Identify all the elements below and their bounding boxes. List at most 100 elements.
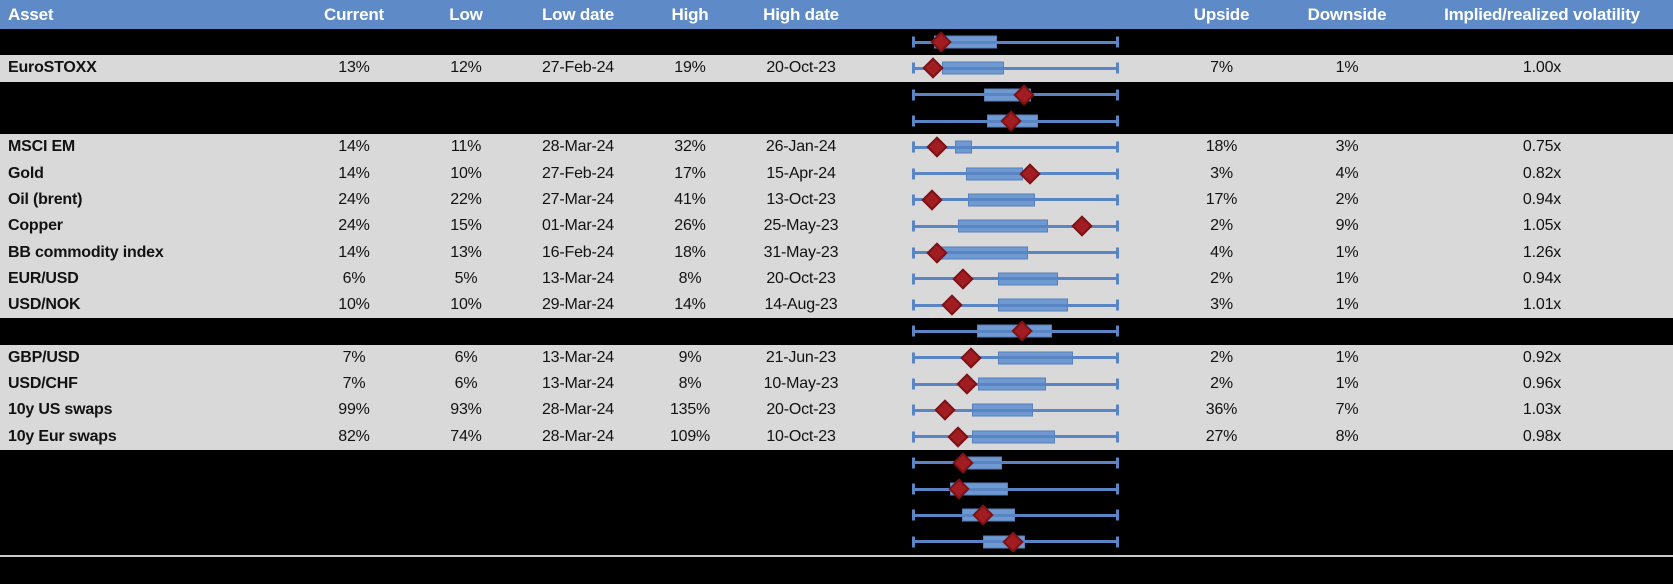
cell-low-date[interactable]: 28-Mar-24 — [541, 138, 614, 156]
col-header-asset[interactable]: Asset — [8, 4, 54, 24]
cell-downside[interactable]: 1% — [1335, 375, 1359, 392]
cell-high[interactable]: 14% — [674, 296, 706, 314]
cell-current[interactable]: 14% — [338, 243, 370, 261]
cell-downside[interactable]: 1% — [1335, 348, 1359, 366]
cell-current[interactable]: 7% — [342, 375, 366, 392]
cell-low-date[interactable]: 28-Mar-24 — [541, 427, 614, 445]
cell-current[interactable]: 14% — [338, 164, 370, 182]
cell-iv-rv[interactable]: 1.00x — [1522, 59, 1562, 77]
cell-current[interactable] — [290, 476, 418, 502]
cell-downside[interactable]: 4% — [1335, 164, 1359, 182]
cell-iv-rv[interactable]: 0.92x — [1522, 348, 1562, 366]
cell-high[interactable] — [642, 476, 738, 502]
cell-high[interactable] — [642, 318, 738, 344]
cell-upside[interactable]: 7% — [1210, 59, 1233, 77]
cell-low-date[interactable] — [514, 450, 642, 476]
cell-downside[interactable]: 8% — [1335, 427, 1359, 445]
cell-low[interactable] — [418, 502, 514, 528]
cell-downside[interactable]: 1% — [1335, 269, 1359, 287]
cell-downside[interactable] — [1283, 108, 1411, 134]
cell-upside[interactable]: 36% — [1205, 401, 1238, 419]
cell-upside[interactable]: 17% — [1205, 190, 1238, 208]
cell-asset[interactable] — [0, 108, 290, 134]
cell-upside[interactable] — [1160, 502, 1283, 528]
cell-low-date[interactable]: 27-Feb-24 — [541, 164, 615, 182]
col-header-high[interactable]: High — [671, 4, 709, 24]
cell-high-date[interactable] — [738, 476, 864, 502]
cell-upside[interactable] — [1160, 82, 1283, 108]
cell-high-date[interactable] — [738, 108, 864, 134]
cell-upside[interactable]: 3% — [1210, 296, 1233, 314]
cell-upside[interactable] — [1160, 29, 1283, 55]
cell-low[interactable]: 74% — [450, 427, 482, 445]
cell-low-date[interactable]: 27-Feb-24 — [541, 59, 615, 77]
cell-high-date[interactable]: 20-Oct-23 — [766, 59, 836, 77]
cell-asset[interactable]: EuroSTOXX — [8, 59, 97, 77]
cell-downside[interactable] — [1283, 450, 1411, 476]
cell-iv-rv[interactable]: 0.94x — [1522, 269, 1562, 287]
cell-high-date[interactable]: 25-May-23 — [763, 217, 839, 235]
cell-current[interactable]: 7% — [342, 348, 366, 366]
cell-high[interactable]: 19% — [674, 59, 706, 77]
cell-high[interactable]: 26% — [674, 217, 706, 235]
cell-low[interactable]: 15% — [450, 217, 482, 235]
cell-high[interactable]: 18% — [674, 243, 706, 261]
cell-low[interactable]: 93% — [450, 401, 482, 419]
cell-high-date[interactable]: 10-Oct-23 — [766, 427, 836, 445]
col-header-high-date[interactable]: High date — [763, 4, 839, 24]
cell-asset[interactable]: MSCI EM — [8, 138, 76, 156]
cell-asset[interactable]: 10y Eur swaps — [8, 427, 117, 445]
cell-iv-rv[interactable]: 0.94x — [1522, 190, 1562, 208]
cell-asset[interactable] — [0, 529, 290, 555]
cell-low-date[interactable] — [514, 529, 642, 555]
cell-downside[interactable] — [1283, 82, 1411, 108]
cell-high-date[interactable]: 15-Apr-24 — [766, 164, 836, 182]
cell-upside[interactable]: 2% — [1210, 269, 1233, 287]
cell-upside[interactable]: 2% — [1210, 217, 1233, 235]
cell-high[interactable]: 8% — [678, 269, 702, 287]
cell-upside[interactable]: 27% — [1205, 427, 1238, 445]
cell-iv-rv[interactable]: 1.05x — [1522, 217, 1562, 235]
cell-current[interactable]: 10% — [338, 296, 370, 314]
cell-low-date[interactable] — [514, 318, 642, 344]
cell-high[interactable]: 8% — [678, 375, 702, 392]
cell-downside[interactable]: 2% — [1335, 190, 1359, 208]
cell-high-date[interactable]: 20-Oct-23 — [766, 401, 836, 419]
cell-asset[interactable]: Gold — [8, 164, 44, 182]
cell-low-date[interactable]: 13-Mar-24 — [541, 375, 614, 392]
cell-iv-rv[interactable]: 0.96x — [1522, 375, 1562, 392]
cell-low[interactable]: 12% — [450, 59, 482, 77]
cell-low-date[interactable]: 13-Mar-24 — [541, 348, 614, 366]
cell-low-date[interactable]: 28-Mar-24 — [541, 401, 614, 419]
cell-high-date[interactable] — [738, 450, 864, 476]
col-header-low[interactable]: Low — [449, 4, 483, 24]
col-header-low-date[interactable]: Low date — [541, 4, 615, 24]
cell-asset[interactable] — [0, 29, 290, 55]
cell-low[interactable] — [418, 476, 514, 502]
cell-high-date[interactable] — [738, 82, 864, 108]
cell-low[interactable]: 10% — [450, 296, 482, 314]
cell-high-date[interactable]: 20-Oct-23 — [766, 269, 836, 287]
cell-low-date[interactable] — [514, 108, 642, 134]
cell-iv-rv[interactable]: 0.98x — [1522, 427, 1562, 445]
cell-high-date[interactable] — [738, 502, 864, 528]
cell-current[interactable]: 13% — [338, 59, 370, 77]
cell-low[interactable] — [418, 318, 514, 344]
cell-iv-rv[interactable] — [1411, 450, 1673, 476]
cell-high[interactable]: 9% — [678, 348, 702, 366]
cell-asset[interactable] — [0, 476, 290, 502]
cell-low-date[interactable] — [514, 82, 642, 108]
cell-high[interactable]: 41% — [674, 190, 706, 208]
cell-upside[interactable]: 2% — [1210, 348, 1233, 366]
cell-iv-rv[interactable] — [1411, 318, 1673, 344]
cell-current[interactable]: 82% — [338, 427, 370, 445]
cell-current[interactable] — [290, 29, 418, 55]
cell-current[interactable]: 24% — [338, 190, 370, 208]
cell-iv-rv[interactable]: 1.03x — [1522, 401, 1562, 419]
cell-high-date[interactable]: 13-Oct-23 — [766, 190, 836, 208]
cell-low[interactable]: 11% — [450, 138, 482, 156]
cell-low-date[interactable]: 01-Mar-24 — [541, 217, 614, 235]
cell-high-date[interactable] — [738, 318, 864, 344]
cell-current[interactable] — [290, 82, 418, 108]
cell-iv-rv[interactable] — [1411, 529, 1673, 555]
